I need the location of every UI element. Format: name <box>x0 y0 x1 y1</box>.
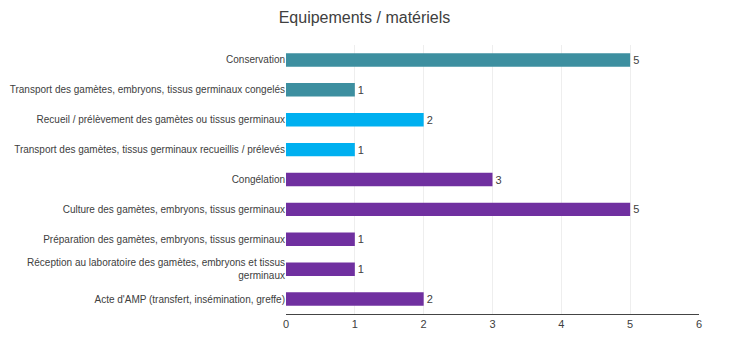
svg-text:Réception au laboratoire des g: Réception au laboratoire des gamètes, em… <box>27 257 285 281</box>
svg-text:Equipements / matériels: Equipements / matériels <box>279 9 451 26</box>
svg-text:6: 6 <box>696 318 702 330</box>
svg-text:1: 1 <box>358 84 364 96</box>
svg-text:Congélation: Congélation <box>232 174 285 185</box>
svg-text:Recueil / prélèvement des gamè: Recueil / prélèvement des gamètes ou tis… <box>37 114 285 125</box>
svg-text:5: 5 <box>627 318 633 330</box>
svg-text:5: 5 <box>633 203 639 215</box>
svg-text:2: 2 <box>421 318 427 330</box>
svg-text:3: 3 <box>489 318 495 330</box>
svg-text:1: 1 <box>358 144 364 156</box>
svg-text:Acte d'AMP (transfert, insémin: Acte d'AMP (transfert, insémination, gre… <box>94 294 285 305</box>
svg-text:3: 3 <box>496 174 502 186</box>
svg-text:2: 2 <box>427 114 433 126</box>
svg-text:1: 1 <box>352 318 358 330</box>
svg-text:4: 4 <box>558 318 564 330</box>
svg-text:Culture des gamètes, embryons,: Culture des gamètes, embryons, tissus ge… <box>63 204 285 215</box>
svg-text:Conservation: Conservation <box>226 54 285 65</box>
svg-text:5: 5 <box>633 54 639 66</box>
svg-text:2: 2 <box>427 293 433 305</box>
svg-text:Transport des gamètes, tissus: Transport des gamètes, tissus germinaux … <box>14 144 285 155</box>
svg-text:0: 0 <box>283 318 289 330</box>
svg-text:Transport des gamètes, embryon: Transport des gamètes, embryons, tissus … <box>10 84 285 95</box>
svg-text:1: 1 <box>358 263 364 275</box>
svg-text:1: 1 <box>358 233 364 245</box>
svg-text:Préparation des gamètes, embry: Préparation des gamètes, embryons, tissu… <box>43 234 285 245</box>
